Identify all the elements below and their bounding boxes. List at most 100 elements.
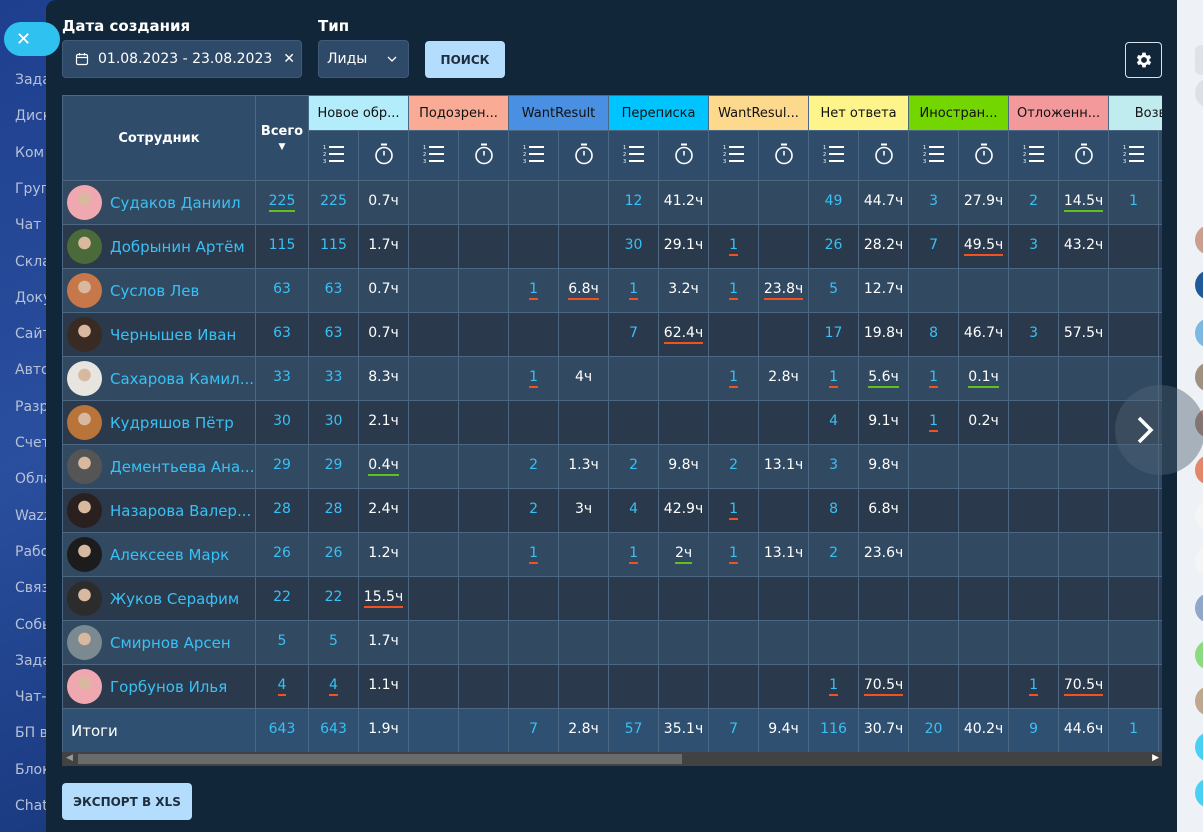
count-value[interactable]: 1: [1029, 677, 1039, 696]
search-button[interactable]: ПОИСК: [425, 41, 505, 78]
sidebar-item[interactable]: БП в: [15, 725, 48, 742]
count-value[interactable]: 4: [629, 501, 638, 517]
count-value[interactable]: 2: [829, 545, 838, 561]
sidebar-item[interactable]: Зада: [15, 652, 51, 669]
total-column-header[interactable]: Всего ▼: [255, 95, 309, 181]
count-value[interactable]: 1: [1129, 193, 1139, 209]
avatar[interactable]: [1195, 455, 1203, 485]
employee-name-link[interactable]: Чернышев Иван: [110, 325, 237, 344]
horizontal-scrollbar[interactable]: ◀ ▶: [62, 752, 1162, 766]
employee-name-link[interactable]: Горбунов Илья: [110, 677, 228, 696]
count-value[interactable]: 5: [829, 281, 838, 297]
count-value[interactable]: 4: [277, 677, 287, 696]
count-value[interactable]: 63: [273, 281, 291, 297]
count-value[interactable]: 1: [929, 369, 938, 388]
avatar[interactable]: [1195, 362, 1203, 392]
count-value[interactable]: 1: [529, 545, 538, 564]
scroll-left-arrow-icon[interactable]: ◀: [66, 753, 73, 763]
count-value[interactable]: 28: [324, 501, 343, 517]
sidebar-item[interactable]: Wazz: [15, 507, 52, 524]
sidebar-item[interactable]: Рабо: [15, 543, 50, 560]
count-value[interactable]: 49: [824, 193, 843, 209]
count-value[interactable]: 4: [329, 677, 338, 696]
avatar[interactable]: [1195, 408, 1203, 438]
count-value[interactable]: 29: [273, 457, 291, 473]
count-value[interactable]: 8: [929, 325, 938, 341]
avatar[interactable]: [1195, 640, 1203, 670]
count-value[interactable]: 1: [829, 369, 838, 388]
count-value[interactable]: 26: [324, 545, 343, 561]
count-value[interactable]: 33: [273, 369, 291, 385]
count-value[interactable]: 17: [824, 325, 843, 341]
avatar[interactable]: [1195, 778, 1203, 808]
count-value[interactable]: 1: [929, 413, 938, 432]
sidebar-item[interactable]: Доку: [15, 289, 52, 306]
count-value[interactable]: 20: [924, 721, 943, 737]
employee-name-link[interactable]: Добрынин Артём: [110, 237, 245, 256]
sidebar-item[interactable]: Разр: [15, 398, 49, 415]
count-value[interactable]: 2: [729, 457, 738, 473]
count-value[interactable]: 3: [829, 457, 838, 473]
count-value[interactable]: 1: [529, 369, 538, 388]
avatar[interactable]: [1195, 225, 1203, 255]
count-value[interactable]: 63: [324, 281, 343, 297]
count-value[interactable]: 12: [624, 193, 643, 209]
scrollbar-thumb[interactable]: [78, 754, 682, 764]
sidebar-item[interactable]: Связ: [15, 580, 49, 597]
count-value[interactable]: 26: [273, 545, 291, 561]
count-value[interactable]: 643: [320, 721, 347, 737]
count-value[interactable]: 22: [324, 589, 343, 605]
employee-name-link[interactable]: Кудряшов Пётр: [110, 413, 234, 432]
sidebar-item[interactable]: Блок: [15, 761, 51, 778]
type-select[interactable]: Лиды: [318, 40, 409, 78]
count-value[interactable]: 4: [829, 413, 838, 429]
date-range-input[interactable]: 01.08.2023 - 23.08.2023 ✕: [62, 40, 302, 78]
count-value[interactable]: 7: [529, 721, 538, 737]
employee-name-link[interactable]: Судаков Даниил: [110, 193, 241, 212]
sidebar-item[interactable]: Груп: [15, 180, 50, 197]
count-value[interactable]: 26: [824, 237, 843, 253]
count-value[interactable]: 2: [1029, 193, 1039, 209]
count-value[interactable]: 29: [324, 457, 343, 473]
count-value[interactable]: 30: [324, 413, 343, 429]
count-value[interactable]: 1: [1129, 721, 1139, 737]
count-value[interactable]: 5: [277, 633, 287, 649]
close-button[interactable]: ✕: [4, 22, 60, 56]
employee-name-link[interactable]: Смирнов Арсен: [110, 633, 231, 652]
count-value[interactable]: 5: [329, 633, 338, 649]
sidebar-item[interactable]: Чат и: [15, 217, 55, 234]
count-value[interactable]: 1: [629, 545, 638, 564]
export-xls-button[interactable]: ЭКСПОРТ В XLS: [62, 783, 192, 820]
count-value[interactable]: 28: [273, 501, 291, 517]
avatar[interactable]: [1195, 270, 1203, 300]
count-value[interactable]: 30: [624, 237, 643, 253]
count-value[interactable]: 1: [729, 501, 738, 520]
avatar[interactable]: [1195, 593, 1203, 623]
avatar[interactable]: [1195, 78, 1203, 108]
sidebar-item[interactable]: Счет: [15, 435, 50, 451]
count-value[interactable]: 9: [1029, 721, 1039, 737]
count-value[interactable]: 22: [273, 589, 291, 605]
count-value[interactable]: 8: [829, 501, 838, 517]
count-value[interactable]: 33: [324, 369, 343, 385]
sidebar-item[interactable]: Chat: [15, 798, 48, 814]
sidebar-item[interactable]: Авто: [15, 362, 50, 379]
clear-icon[interactable]: ✕: [283, 51, 296, 67]
count-value[interactable]: 1: [729, 545, 738, 564]
count-value[interactable]: 30: [273, 413, 291, 429]
count-value[interactable]: 2: [629, 457, 638, 473]
settings-button[interactable]: [1125, 42, 1162, 78]
count-value[interactable]: 2: [529, 457, 538, 473]
scroll-right-arrow-icon[interactable]: ▶: [1152, 753, 1159, 763]
count-value[interactable]: 7: [629, 325, 638, 341]
avatar[interactable]: [1195, 546, 1203, 576]
count-value[interactable]: 1: [529, 281, 538, 300]
sidebar-item[interactable]: Диск: [15, 108, 52, 125]
sidebar-item[interactable]: Сайт: [15, 326, 51, 343]
avatar[interactable]: [1195, 500, 1203, 530]
sidebar-item[interactable]: Чат-: [15, 689, 47, 706]
count-value[interactable]: 3: [929, 193, 938, 209]
right-panel-button[interactable]: [1195, 45, 1203, 75]
count-value[interactable]: 643: [268, 721, 296, 737]
count-value[interactable]: 1: [629, 281, 638, 300]
